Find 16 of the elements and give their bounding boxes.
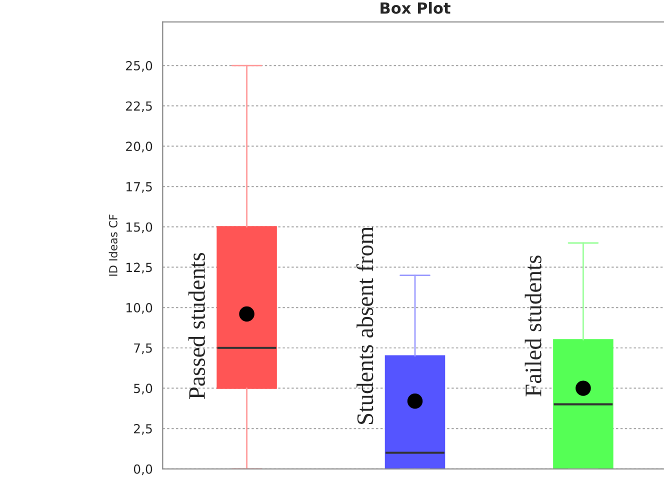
y-tick-label: 15,0: [126, 222, 152, 234]
y-tick-label: 5,0: [134, 384, 152, 394]
y-tick-label: 22,5: [126, 101, 152, 112]
y-tick-label: 17,5: [126, 182, 152, 193]
y-tick-label: 25,0: [126, 60, 152, 72]
chart-title: Box Plot: [380, 2, 450, 14]
y-tick-label: 0,0: [134, 464, 152, 476]
y-axis-title: ID Ideas CF: [108, 214, 118, 276]
y-tick-label: 10,0: [126, 303, 152, 314]
y-tick-label: 20,0: [126, 142, 152, 152]
y-tick-label: 7,5: [134, 344, 152, 354]
x-tick-label: Passed students: [188, 252, 205, 399]
y-tick-label: 12,5: [126, 262, 152, 274]
y-tick-label: 2,5: [134, 424, 152, 435]
x-tick-label: Failed students: [524, 256, 542, 396]
x-tick-label: Students absent from: [356, 226, 374, 424]
